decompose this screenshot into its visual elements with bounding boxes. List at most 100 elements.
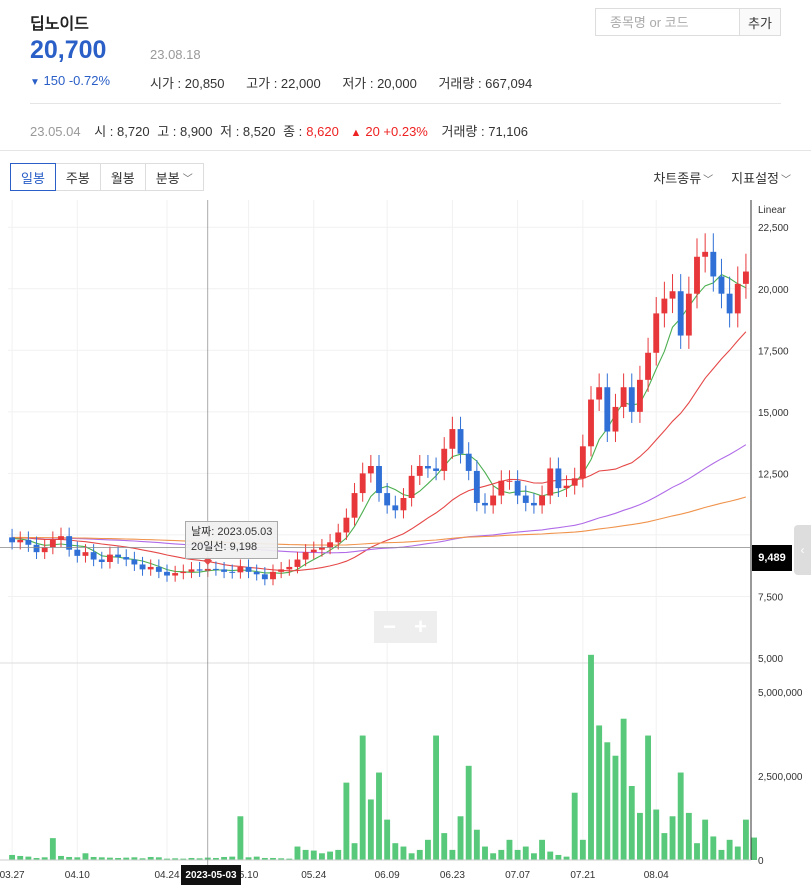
volume-bar (188, 857, 195, 860)
candle (74, 549, 81, 556)
price-tick: 15,000 (758, 408, 789, 419)
candle (327, 542, 334, 548)
candle (677, 291, 684, 336)
volume-bar (473, 829, 480, 860)
stock-search (595, 8, 740, 36)
volume: 거래량 : 667,094 (438, 76, 533, 91)
candle (196, 569, 203, 571)
volume-bar (155, 857, 162, 860)
candle (620, 387, 627, 407)
candle (734, 283, 741, 314)
candle (106, 554, 113, 562)
candle (530, 502, 537, 506)
volume-bar (555, 854, 562, 860)
chart-type-dropdown[interactable]: 차트종류 ﹀ (653, 168, 713, 187)
volume-bar (359, 735, 366, 860)
collapse-handle[interactable]: ‹ (794, 525, 811, 575)
volume-bar (180, 858, 187, 860)
add-button[interactable]: 추가 (739, 8, 781, 36)
volume-bar (17, 855, 24, 860)
zoom-control: − + (374, 611, 437, 643)
volume-bar (253, 856, 260, 860)
volume-bar (571, 792, 578, 860)
scale-label: Linear (758, 205, 786, 216)
candle (58, 536, 64, 540)
trade-date: 23.08.18 (150, 47, 201, 62)
candle (172, 573, 179, 576)
candle (596, 387, 603, 400)
candle (636, 379, 643, 412)
hover-date: 23.05.04 (30, 124, 81, 139)
candle (41, 547, 48, 553)
volume-bar (506, 839, 513, 860)
tab-label: 분봉 (155, 170, 180, 186)
volume-bar (245, 857, 252, 860)
tab-label: 월봉 (110, 170, 135, 186)
price-tick: 20,000 (758, 285, 789, 296)
volume-bar (82, 853, 89, 860)
zoom-in-button[interactable]: + (414, 614, 427, 639)
tab-weekly[interactable]: 주봉 (54, 163, 101, 191)
current-price: 20,700 (30, 36, 107, 64)
volume-bar (645, 735, 652, 860)
chart-area[interactable]: Linear 22,500 20,000 17,500 15,000 12,500 7,50… (0, 200, 811, 896)
candle (384, 493, 391, 506)
price-tick: 7,500 (758, 592, 783, 603)
tab-monthly[interactable]: 월봉 (99, 163, 146, 191)
volume-bar (563, 856, 570, 860)
volume-bar (742, 819, 749, 860)
stock-chart[interactable]: Linear 22,500 20,000 17,500 15,000 12,500 7,50… (0, 200, 811, 896)
volume-bar (327, 851, 334, 860)
candle (628, 387, 635, 412)
volume-bar (694, 843, 700, 860)
candle (547, 468, 554, 496)
candle (49, 539, 56, 548)
volume-bar (229, 856, 236, 860)
candle (653, 313, 660, 353)
indicator-settings-dropdown[interactable]: 지표설정 ﹀ (731, 168, 791, 187)
tab-daily[interactable]: 일봉 (10, 163, 56, 191)
volume-bar (41, 857, 48, 860)
volume-bar (343, 782, 350, 860)
candle (588, 399, 594, 447)
candle (261, 574, 268, 580)
volume-bar (579, 839, 586, 860)
search-input[interactable] (596, 9, 739, 35)
volume-bar (115, 857, 122, 860)
tab-label: 일봉 (21, 170, 45, 186)
candle (490, 495, 497, 506)
candle (270, 571, 276, 580)
volume-bar (131, 857, 138, 860)
volume-bar (482, 846, 488, 860)
candle (742, 271, 749, 284)
hover-volume: 거래량 : 71,106 (441, 124, 528, 139)
candle (718, 276, 725, 294)
volume-bar (9, 854, 16, 860)
volume-bar (628, 786, 635, 860)
candle (522, 495, 529, 503)
date-tick: 08.04 (644, 870, 669, 881)
zoom-out-button[interactable]: − (383, 614, 396, 639)
crosshair-date-label: 2023-05-03 (181, 865, 241, 885)
up-arrow-icon: ▲ (350, 127, 362, 139)
stock-name: 딥노이드 (30, 16, 89, 33)
volume-bar (449, 849, 456, 860)
candle (416, 466, 423, 476)
candle (408, 475, 415, 498)
candle (612, 406, 619, 432)
candle (465, 453, 472, 471)
volume-bar (433, 735, 440, 860)
candle (482, 502, 488, 506)
volume-bar (376, 772, 382, 860)
candle (359, 473, 366, 494)
volume-bar (196, 858, 203, 860)
volume-bar (294, 846, 301, 860)
divider (30, 103, 781, 104)
price-stats: 시가 : 20,850 고가 : 22,000 저가 : 20,000 거래량 … (150, 73, 550, 92)
volume-bar (335, 849, 342, 860)
candle (433, 468, 440, 471)
volume-bar (33, 857, 40, 860)
tab-minute[interactable]: 분봉 ﹀ (144, 163, 204, 191)
candle (278, 569, 285, 572)
volume-tick: 5,000,000 (758, 688, 803, 699)
